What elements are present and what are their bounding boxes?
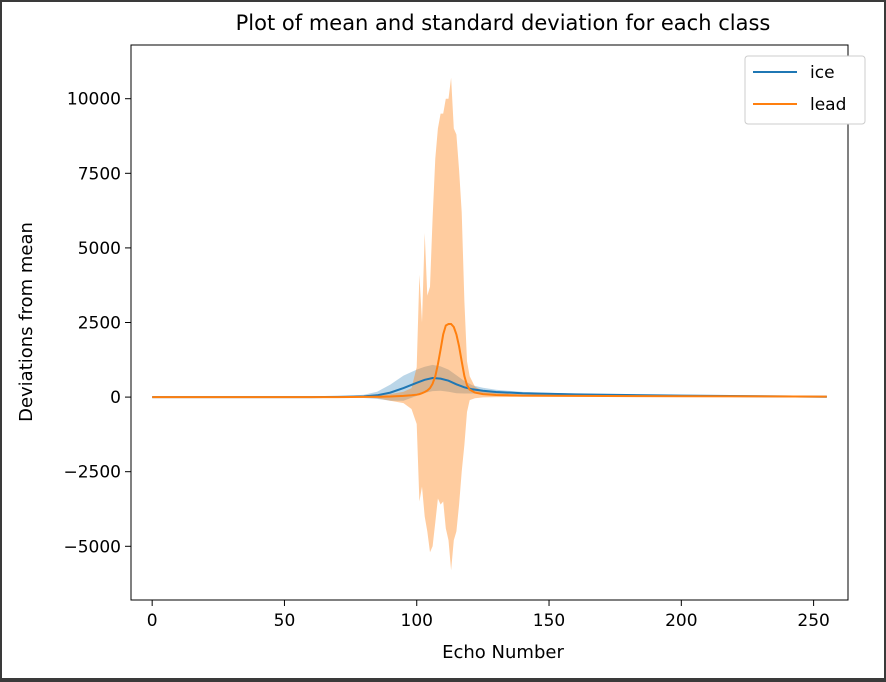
x-tick-label: 100 <box>401 611 433 631</box>
y-tick-label: 2500 <box>78 314 121 334</box>
y-tick-label: −5000 <box>63 537 121 557</box>
legend-lead-label: lead <box>810 95 846 115</box>
x-tick-label: 150 <box>533 611 565 631</box>
chart-title: Plot of mean and standard deviation for … <box>236 11 771 35</box>
std-bands <box>152 77 827 571</box>
band-lead <box>152 77 827 571</box>
legend-box <box>744 55 866 125</box>
x-tick-label: 200 <box>665 611 697 631</box>
y-tick-label: 7500 <box>78 164 121 184</box>
x-tick-label: 250 <box>797 611 829 631</box>
x-axis-label: Echo Number <box>442 642 564 663</box>
x-tick-label: 0 <box>147 611 158 631</box>
mean-lines <box>152 323 827 399</box>
legend-ice-label: ice <box>810 63 835 83</box>
line-lead <box>152 323 827 399</box>
plot-area <box>130 44 849 601</box>
y-tick-label: 5000 <box>78 239 121 259</box>
y-tick-label: −2500 <box>63 463 121 483</box>
y-axis-label: Deviations from mean <box>16 222 37 422</box>
y-axis-ticks: −5000 −2500 0 2500 5000 7500 10000 <box>63 90 131 557</box>
band-ice <box>152 364 827 401</box>
y-tick-label: 10000 <box>67 90 121 110</box>
legend: ice lead <box>744 55 866 125</box>
y-tick-label: 0 <box>110 388 121 408</box>
x-axis-ticks: 0 50 100 150 200 250 <box>147 600 830 631</box>
x-tick-label: 50 <box>274 611 296 631</box>
